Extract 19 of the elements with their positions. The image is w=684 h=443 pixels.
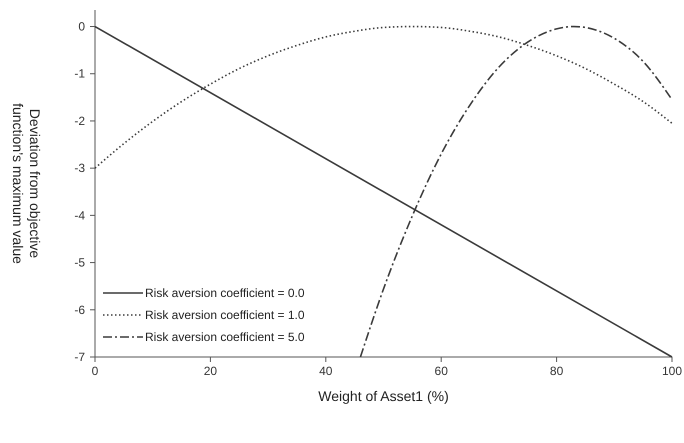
x-tick-label: 60 <box>434 364 448 378</box>
x-axis-title: Weight of Asset1 (%) <box>318 388 449 404</box>
legend-label: Risk aversion coefficient = 0.0 <box>145 286 305 300</box>
y-tick-label: -5 <box>74 256 86 270</box>
x-tick-label: 100 <box>662 364 682 378</box>
y-tick-label: 0 <box>78 20 86 34</box>
legend-label: Risk aversion coefficient = 5.0 <box>145 330 305 344</box>
x-tick-label: 40 <box>319 364 333 378</box>
y-tick-label: -4 <box>74 208 86 222</box>
y-tick-label: -7 <box>74 350 86 364</box>
x-tick-label: 20 <box>204 364 218 378</box>
y-axis-title: Deviation from objective function’s maximum value <box>10 103 43 264</box>
y-tick-label: -6 <box>74 302 86 317</box>
y-tick-label: -3 <box>74 161 86 176</box>
y-tick-label: -1 <box>74 66 86 81</box>
y-tick-label: -2 <box>74 114 86 128</box>
x-tick-label: 80 <box>550 364 564 378</box>
legend-label: Risk aversion coefficient = 1.0 <box>145 308 305 322</box>
x-tick-label: 0 <box>92 364 99 378</box>
